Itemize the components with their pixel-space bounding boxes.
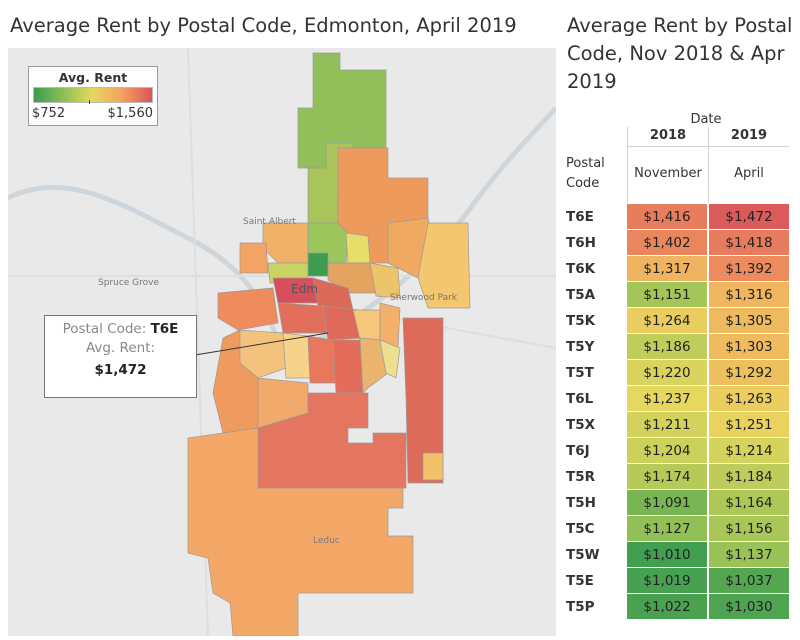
row-postal-code: T5K — [566, 313, 596, 329]
header-divider — [627, 146, 789, 147]
row-postal-code: T6L — [566, 391, 594, 407]
cell-nov-2018[interactable]: $1,402 — [627, 230, 708, 256]
cell-apr-2019[interactable]: $1,214 — [709, 438, 789, 464]
cell-nov-2018[interactable]: $1,186 — [627, 334, 708, 360]
cell-nov-2018[interactable]: $1,204 — [627, 438, 708, 464]
row-postal-code: T5X — [566, 417, 596, 433]
row-postal-code: T5C — [566, 521, 595, 537]
cell-nov-2018[interactable]: $1,127 — [627, 516, 708, 542]
cell-apr-2019[interactable]: $1,164 — [709, 490, 789, 516]
cell-nov-2018[interactable]: $1,416 — [627, 204, 708, 230]
cell-apr-2019[interactable]: $1,303 — [709, 334, 789, 360]
place-spruce-grove: Spruce Grove — [98, 278, 159, 288]
color-legend: Avg. Rent $752 $1,560 — [28, 66, 158, 126]
map-tooltip: Postal Code: T6E Avg. Rent: $1,472 — [44, 315, 197, 398]
cell-nov-2018[interactable]: $1,091 — [627, 490, 708, 516]
cell-apr-2019[interactable]: $1,418 — [709, 230, 789, 256]
row-postal-code: T6K — [566, 261, 596, 277]
legend-min: $752 — [32, 106, 66, 121]
year-2019: 2019 — [730, 128, 768, 143]
cell-apr-2019[interactable]: $1,392 — [709, 256, 789, 282]
cell-nov-2018[interactable]: $1,010 — [627, 542, 708, 568]
row-postal-code: T5T — [566, 365, 594, 381]
row-postal-code: T5P — [566, 599, 595, 615]
legend-gradient — [33, 87, 153, 103]
legend-max: $1,560 — [107, 106, 154, 121]
cell-apr-2019[interactable]: $1,156 — [709, 516, 789, 542]
row-header-postal-code: Postal Code — [566, 156, 605, 191]
row-postal-code: T5E — [566, 573, 594, 589]
row-postal-code: T5W — [566, 547, 600, 563]
column-header-date: Date — [690, 112, 722, 127]
row-postal-code: T6J — [566, 443, 590, 459]
cell-nov-2018[interactable]: $1,211 — [627, 412, 708, 438]
choropleth-map[interactable]: Saint Albert Spruce Grove Sherwood Park … — [8, 48, 556, 636]
row-postal-code: T5H — [566, 495, 596, 511]
cell-apr-2019[interactable]: $1,137 — [709, 542, 789, 568]
row-postal-code: T5A — [566, 287, 596, 303]
row-postal-code: T6E — [566, 209, 594, 225]
legend-title: Avg. Rent — [58, 70, 128, 85]
header-divider — [627, 127, 628, 203]
cell-apr-2019[interactable]: $1,251 — [709, 412, 789, 438]
cell-nov-2018[interactable]: $1,220 — [627, 360, 708, 386]
cell-apr-2019[interactable]: $1,263 — [709, 386, 789, 412]
cell-nov-2018[interactable]: $1,174 — [627, 464, 708, 490]
place-saint-albert: Saint Albert — [243, 217, 296, 227]
place-sherwood-park: Sherwood Park — [390, 293, 458, 303]
header-divider — [708, 127, 709, 203]
cell-nov-2018[interactable]: $1,237 — [627, 386, 708, 412]
cell-apr-2019[interactable]: $1,292 — [709, 360, 789, 386]
cell-nov-2018[interactable]: $1,022 — [627, 594, 708, 620]
cell-apr-2019[interactable]: $1,037 — [709, 568, 789, 594]
map-canvas: Saint Albert Spruce Grove Sherwood Park … — [8, 48, 556, 636]
cell-nov-2018[interactable]: $1,317 — [627, 256, 708, 282]
row-postal-code: T5Y — [566, 339, 595, 355]
month-november: November — [634, 166, 702, 181]
place-leduc: Leduc — [313, 536, 340, 546]
cell-nov-2018[interactable]: $1,151 — [627, 282, 708, 308]
tooltip-code-value: T6E — [150, 321, 179, 337]
place-edmonton: Edm — [291, 282, 318, 296]
tooltip-rent-label: Avg. Rent: — [85, 340, 156, 356]
row-postal-code: T5R — [566, 469, 595, 485]
cell-apr-2019[interactable]: $1,184 — [709, 464, 789, 490]
legend-marker — [89, 100, 90, 104]
map-title: Average Rent by Postal Code, Edmonton, A… — [10, 14, 517, 37]
table-title: Average Rent by Postal Code, Nov 2018 & … — [567, 14, 793, 93]
cell-nov-2018[interactable]: $1,264 — [627, 308, 708, 334]
cell-apr-2019[interactable]: $1,030 — [709, 594, 789, 620]
tooltip-rent-value: $1,472 — [94, 362, 147, 378]
cell-apr-2019[interactable]: $1,316 — [709, 282, 789, 308]
cell-apr-2019[interactable]: $1,472 — [709, 204, 789, 230]
year-2018: 2018 — [649, 128, 687, 143]
cell-apr-2019[interactable]: $1,305 — [709, 308, 789, 334]
tooltip-code-label: Postal Code: — [62, 321, 147, 337]
cell-nov-2018[interactable]: $1,019 — [627, 568, 708, 594]
month-april: April — [734, 166, 764, 181]
row-postal-code: T6H — [566, 235, 596, 251]
